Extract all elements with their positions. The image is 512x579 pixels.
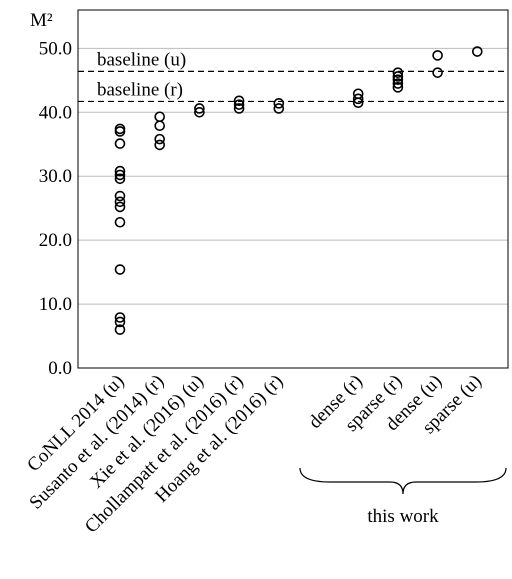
point	[154, 111, 165, 123]
point	[392, 82, 404, 93]
point	[273, 98, 285, 109]
point	[154, 120, 165, 132]
point	[114, 216, 126, 228]
point	[233, 95, 245, 107]
point	[392, 74, 404, 85]
y-tick-label: 50.0	[39, 38, 72, 59]
y-tick-label: 20.0	[39, 230, 72, 251]
point	[392, 71, 404, 82]
point	[432, 67, 443, 78]
y-tick-label: 40.0	[39, 102, 72, 123]
point	[114, 169, 126, 181]
point	[194, 103, 205, 114]
y-axis-label: M²	[30, 10, 53, 31]
point	[432, 50, 443, 61]
point	[154, 133, 165, 145]
point	[114, 190, 126, 202]
point	[233, 103, 245, 114]
point	[114, 173, 126, 185]
point	[114, 316, 126, 328]
point	[352, 93, 364, 105]
point	[392, 78, 404, 89]
y-tick-label: 0.0	[48, 358, 72, 379]
point	[114, 126, 126, 137]
baseline-label: baseline (r)	[97, 79, 183, 100]
point	[114, 312, 126, 323]
y-tick-label: 30.0	[39, 166, 72, 187]
point	[114, 138, 126, 149]
plot-frame	[77, 9, 509, 369]
brace	[299, 467, 507, 495]
point	[114, 324, 126, 335]
point	[114, 196, 126, 208]
point	[114, 165, 126, 177]
point	[233, 99, 245, 110]
annotation: this work	[367, 506, 439, 527]
point	[194, 106, 205, 118]
baseline-label: baseline (u)	[97, 49, 186, 70]
point	[154, 139, 165, 151]
point	[114, 201, 126, 213]
point	[352, 97, 364, 108]
point	[114, 264, 126, 275]
point	[471, 46, 483, 57]
y-tick-label: 10.0	[39, 294, 72, 315]
point	[273, 103, 285, 114]
point	[392, 67, 404, 78]
